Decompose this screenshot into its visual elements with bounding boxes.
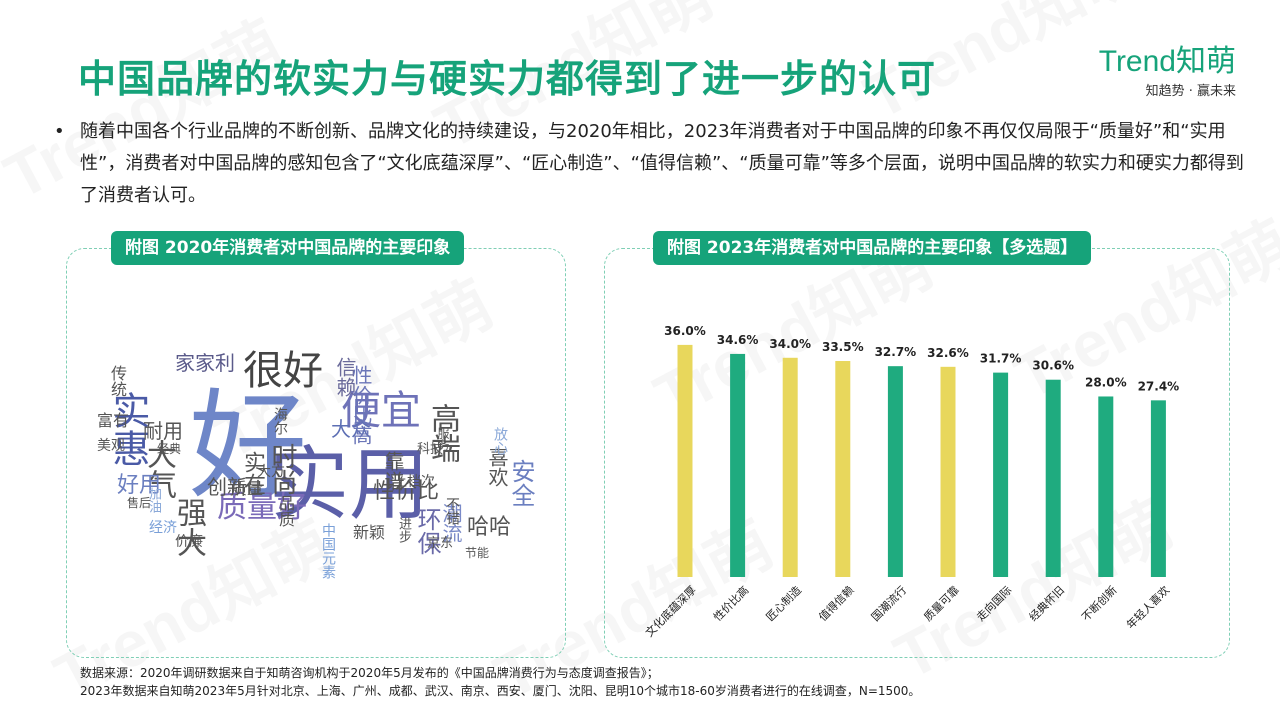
bar-chart-panel-title: 附图 2023年消费者对中国品牌的主要印象【多选题】 (653, 231, 1092, 265)
footnote-line-1: 数据来源：2020年调研数据来自于知萌咨询机构于2020年5月发布的《中国品牌消… (80, 666, 659, 680)
category-label: 走向国际 (973, 583, 1014, 624)
wordcloud-word: 潮流 (439, 503, 463, 543)
wordcloud-word: 进步 (396, 517, 411, 543)
category-label: 文化底蕴深厚 (642, 583, 699, 640)
wordcloud-word: 经济 (149, 520, 177, 536)
wordcloud-word: 哈哈 (467, 515, 512, 540)
category-label: 质量可靠 (921, 583, 962, 624)
bar (887, 366, 903, 577)
wordcloud-word: 靠谱 (381, 451, 405, 491)
wordcloud-word: 实在 (240, 451, 265, 495)
bar-value-label: 32.7% (875, 345, 917, 359)
category-label: 经典怀旧 (1026, 583, 1067, 624)
bar (835, 361, 851, 577)
wordcloud-word: 安全 (507, 459, 535, 507)
wordcloud-word: 经典 (157, 442, 182, 456)
footnote: 数据来源：2020年调研数据来自于知萌咨询机构于2020年5月发布的《中国品牌消… (80, 664, 920, 700)
bar-value-label: 27.4% (1138, 379, 1180, 393)
category-label: 国潮流行 (868, 583, 909, 624)
wordcloud-word: 品质 (276, 495, 295, 527)
wordcloud-word: 好 (189, 377, 308, 515)
wordcloud-word: 喜欢 (485, 447, 509, 487)
bar-value-label: 34.6% (717, 333, 759, 347)
wordcloud-word: 好用 (117, 473, 162, 498)
brand-logo: Trend知萌 知趋势 · 赢未来 (1099, 36, 1236, 99)
bullet-icon: • (54, 121, 65, 142)
wordcloud-word: 创新 (207, 475, 247, 499)
wordcloud-word: 中国元素 (320, 523, 336, 579)
bar-value-label: 28.0% (1085, 375, 1127, 389)
page-title: 中国品牌的软实力与硬实力都得到了进一步的认可 (78, 57, 937, 101)
wordcloud-word: 性价比 (373, 479, 440, 504)
bar (940, 366, 956, 577)
wordcloud-word: 便宜 (341, 388, 421, 434)
word-cloud: 好实用 很好 便宜 实惠 家家利 信赖高端时尚 大众质量好 安全 大气 耐用 传统 性价比高性价比环保… (97, 347, 537, 587)
category-label: 值得信赖 (816, 584, 856, 624)
wordcloud-word: 大气 (141, 439, 176, 499)
wordcloud-word: 性价比高 (349, 365, 373, 445)
wordcloud-word: 环保 (413, 507, 441, 555)
category-label: 匠心制造 (763, 583, 804, 624)
wordcloud-word: 时尚 (267, 443, 297, 495)
bar (677, 344, 693, 577)
wordcloud-word: 售后 (127, 496, 152, 510)
footnote-line-2: 2023年数据来自知萌2023年5月针对北京、上海、广州、成都、武汉、南京、西安… (80, 684, 921, 698)
wordcloud-panel-title: 附图 2020年消费者对中国品牌的主要印象 (111, 231, 465, 265)
bar-value-label: 32.6% (927, 346, 969, 360)
bar-value-label: 33.5% (822, 340, 864, 354)
summary-text: 随着中国各个行业品牌的不断创新、品牌文化的持续建设，与2020年相比，2023年… (80, 121, 1244, 206)
wordcloud-panel: 附图 2020年消费者对中国品牌的主要印象 好实用 很好 便宜 实惠 家家利 信赖高端时尚… (66, 231, 566, 658)
wordcloud-word: 价廉 (175, 534, 203, 550)
logo-brand: Trend知萌 (1098, 45, 1236, 78)
bar-chart: 36.0% 文化底蕴深厚 34.6% 性价比高 34.0% 匠心制造 33.5% 值得信赖 32… (642, 324, 1180, 640)
wordcloud-word: 富有 (97, 411, 130, 430)
wordcloud-word: 新颖 (353, 523, 386, 542)
bar (1150, 400, 1166, 577)
category-label: 性价比高 (710, 583, 751, 624)
wordcloud-word: 很好 (243, 348, 323, 394)
bar-value-label: 36.0% (664, 324, 706, 338)
bar (1098, 396, 1114, 577)
wordcloud-word: 美观 (97, 438, 125, 454)
summary-paragraph: • 随着中国各个行业品牌的不断创新、品牌文化的持续建设，与2020年相比，202… (54, 116, 1244, 212)
wordcloud-word: 耐用 (143, 419, 183, 443)
wordcloud-word: 强大 (171, 497, 206, 557)
wordcloud-word: 上档次 (393, 474, 435, 490)
bar-value-label: 34.0% (769, 337, 811, 351)
wordcloud-word: 加油 (146, 487, 161, 513)
wordcloud-word: 科技 (417, 442, 444, 457)
wordcloud-word: 海尔 (272, 407, 288, 435)
wordcloud-word: 服务 (436, 427, 450, 451)
category-label: 年轻人喜欢 (1123, 583, 1172, 632)
wordcloud-word: 实用 (269, 438, 429, 531)
wordcloud-word: 大方 (257, 464, 285, 480)
wordcloud-word: 质量好 (217, 490, 307, 525)
bar (782, 357, 798, 577)
bar (993, 372, 1009, 577)
wordcloud-word: 放心 (492, 427, 508, 455)
wordcloud-word: 大众 (331, 417, 371, 441)
wordcloud-word: 实惠 (106, 391, 150, 467)
wordcloud-word: 信赖 (333, 357, 357, 397)
wordcloud-word: 质量 (231, 479, 264, 498)
wordcloud-word: 家家利 (175, 351, 235, 375)
logo-slogan: 知趋势 · 赢未来 (1145, 84, 1236, 99)
bar-chart-panel: 附图 2023年消费者对中国品牌的主要印象【多选题】 36.0% 文化底蕴深厚 34… (604, 231, 1230, 658)
bar-value-label: 31.7% (980, 352, 1022, 366)
category-label: 不断创新 (1079, 583, 1120, 624)
wordcloud-word: 传统 (108, 365, 127, 397)
wordcloud-word: 不错 (444, 497, 460, 525)
bar (730, 353, 746, 577)
wordcloud-word: 京东 (427, 536, 454, 551)
bar (1045, 379, 1061, 577)
wordcloud-word: 节能 (465, 546, 490, 560)
bar-value-label: 30.6% (1032, 359, 1074, 373)
wordcloud-word: 高端 (425, 403, 460, 463)
